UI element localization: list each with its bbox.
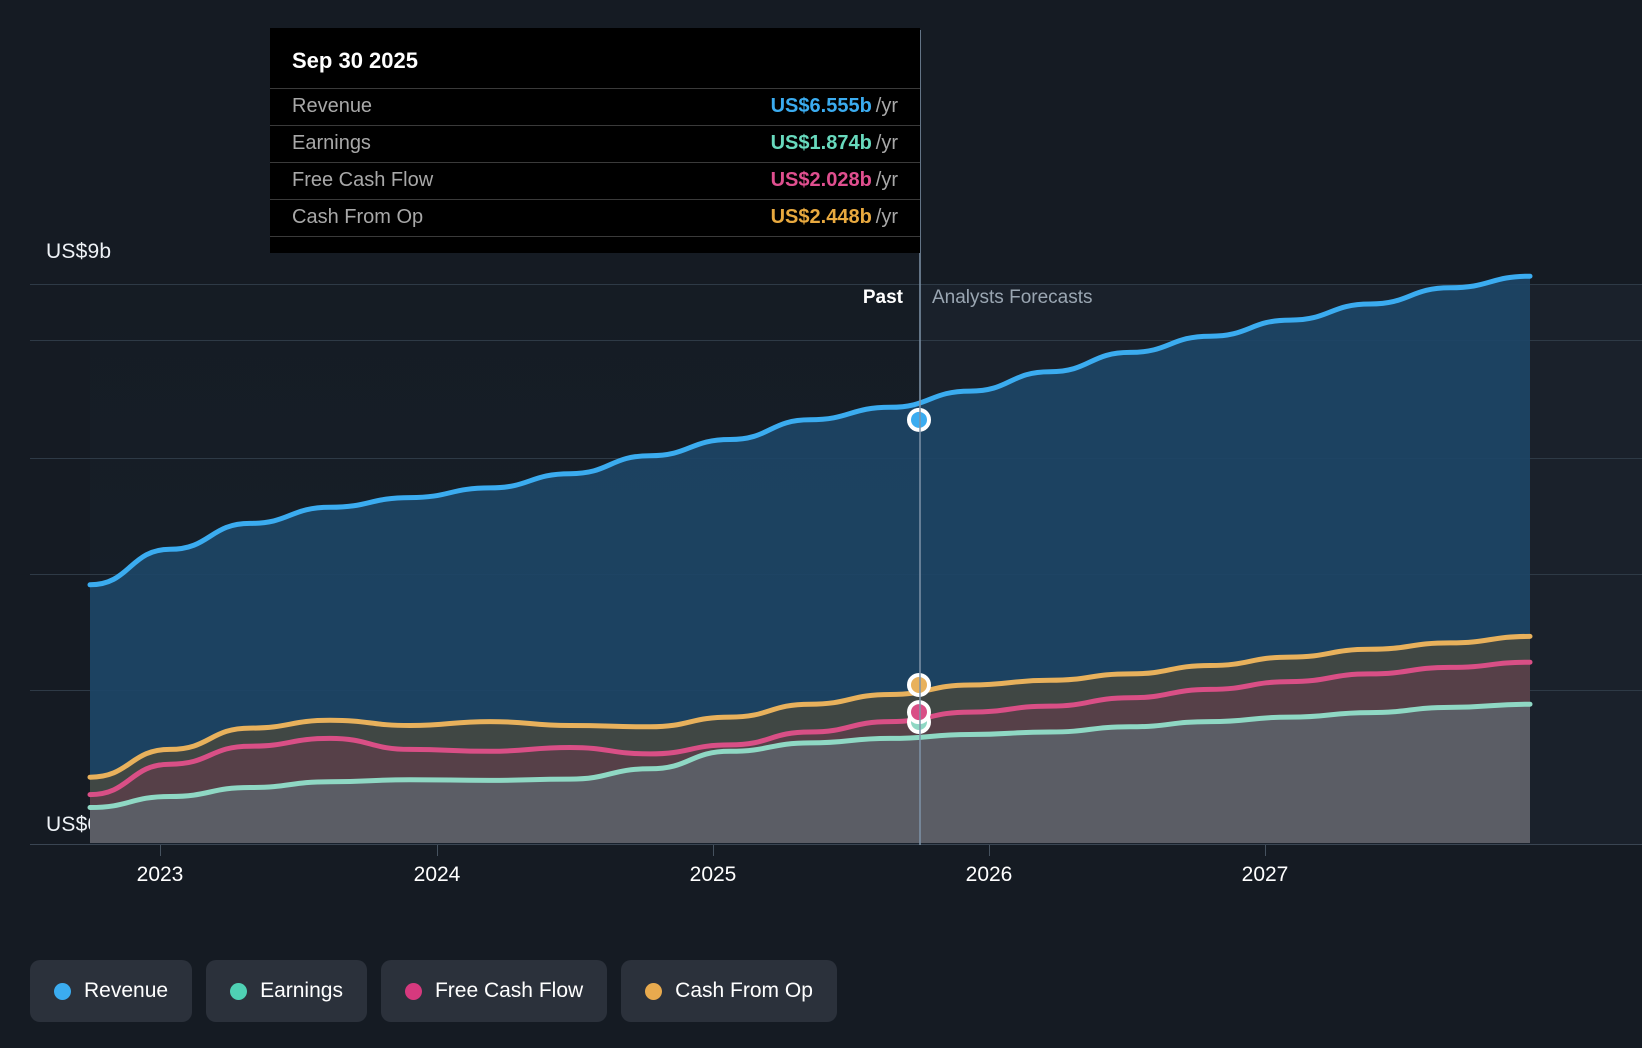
x-axis-label: 2027 [1241,863,1289,886]
tooltip-row-value-wrapper: US$2.448b/yr [771,206,898,229]
x-axis-label: 2025 [689,863,737,886]
tooltip-row: Free Cash Flow US$2.028b/yr [270,162,920,199]
legend-item-cash-from-op[interactable]: Cash From Op [621,960,837,1022]
x-axis-tick [989,845,990,856]
tooltip-row-label: Cash From Op [292,206,424,228]
x-axis-tick [1265,845,1266,856]
x-axis-label: 2023 [136,863,184,886]
x-axis-tick [437,845,438,856]
chart-plot-area: Past Analysts Forecasts [0,30,1642,845]
legend-dot-icon [404,982,422,1000]
x-axis-label: 2024 [413,863,461,886]
chart-legend[interactable]: Revenue Earnings Free Cash Flow Cash From O… [30,960,837,1022]
legend-item-label: Cash From Op [675,979,813,1002]
x-axis-tick [713,845,714,856]
data-tooltip: Sep 30 2025 Revenue US$6.555b/yr Earnings U… [270,28,920,253]
tooltip-row-value: US$2.448b [770,206,872,228]
analysts-forecasts-label: Analysts Forecasts [932,287,1093,308]
legend-dot-icon [54,982,71,1000]
series-line-free-cash-flow [87,659,1533,798]
tooltip-row-unit: /yr [875,206,898,228]
tooltip-row-value: US$2.028b [770,169,872,191]
tooltip-footer-divider [270,236,920,253]
tooltip-row-value: US$6.555b [770,95,872,117]
x-axis-baseline [30,844,1642,845]
tooltip-row-value: US$1.874b [770,132,872,154]
y-axis-top-label: US$9b [46,240,112,263]
legend-dot-icon [645,982,663,1000]
tooltip-row-unit: /yr [875,132,898,154]
gridline [30,340,1642,341]
past-label: Past [862,287,903,308]
x-axis-tick [160,845,161,856]
series-svg [87,273,1533,843]
tooltip-row-label: Revenue [292,95,373,117]
tooltip-row-unit: /yr [875,95,898,117]
series-line-revenue [87,273,1533,588]
x-axis: 2023 2024 2025 2026 2027 [0,845,1642,905]
tooltip-row-value-wrapper: US$1.874b/yr [771,132,898,155]
tooltip-row-label: Free Cash Flow [292,169,434,191]
legend-dot-icon [230,982,248,1000]
legend-item-label: Earnings [260,979,343,1002]
tooltip-row: Revenue US$6.555b/yr [270,88,920,125]
gridline [30,284,1642,285]
tooltip-rows: Revenue US$6.555b/yr Earnings US$1.874b/yr F… [270,88,920,236]
legend-item-label: Revenue [84,979,169,1002]
tooltip-row: Earnings US$1.874b/yr [270,125,920,162]
tooltip-title: Sep 30 2025 [292,48,418,73]
tooltip-row-value-wrapper: US$2.028b/yr [771,169,898,192]
x-axis-label: 2026 [965,863,1013,886]
legend-item-label: Free Cash Flow [434,979,584,1002]
series-line-earnings [87,701,1533,810]
y-axis-bottom-label: US$0 [46,813,100,836]
legend-item-earnings[interactable]: Earnings [206,960,367,1022]
tooltip-row-label: Earnings [292,132,371,154]
past-forecast-divider [919,30,921,845]
series-line-cash-from-op [87,633,1533,780]
tooltip-row-value-wrapper: US$6.555b/yr [771,95,898,118]
tooltip-row: Cash From Op US$2.448b/yr [270,199,920,236]
legend-item-revenue[interactable]: Revenue [30,960,193,1022]
legend-item-free-cash-flow[interactable]: Free Cash Flow [380,960,608,1022]
tooltip-row-unit: /yr [875,169,898,191]
series-area-earnings [90,704,1530,843]
